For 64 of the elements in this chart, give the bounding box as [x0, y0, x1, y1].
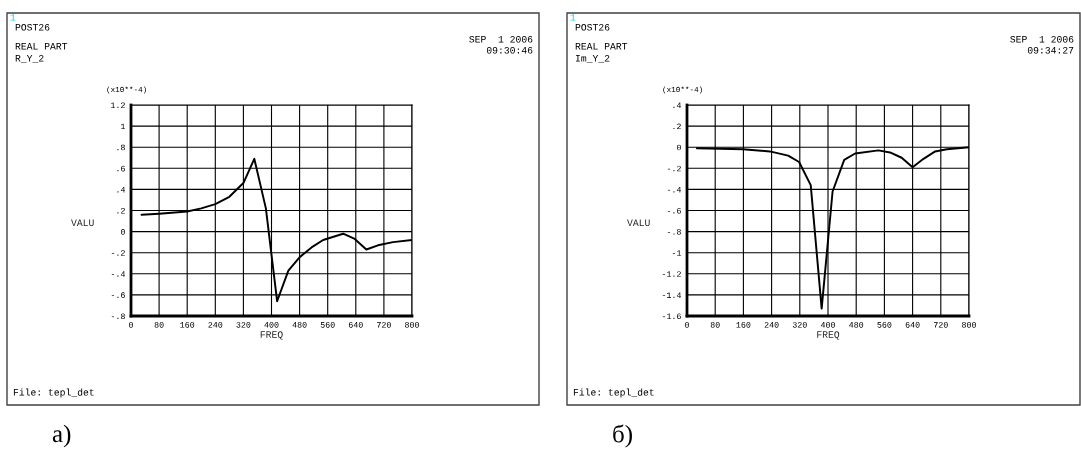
x-tick-label: 560: [877, 322, 892, 328]
text: REAL PART: [15, 43, 68, 50]
y-tick-label: 0: [120, 229, 125, 235]
x-tick-label: 240: [208, 322, 223, 328]
text: 1: [10, 14, 16, 21]
text: 09:34:27: [1027, 47, 1074, 54]
text: File: tepl_det: [13, 388, 94, 398]
x-tick-label: 480: [292, 322, 307, 328]
text: SEP 1 2006: [1010, 36, 1074, 43]
x-tick-label: 800: [405, 322, 419, 328]
x-tick-label: 320: [792, 322, 807, 328]
y-tick-label: 1.2: [111, 102, 125, 109]
x-tick-label: 80: [154, 322, 164, 328]
x-tick-label: 80: [710, 322, 720, 328]
y-tick-label: .2: [673, 123, 681, 130]
y-tick-label: -1.4: [662, 292, 682, 298]
y-axis-title: VALU: [71, 219, 94, 227]
x-tick-label: 0: [685, 322, 689, 328]
x-tick-label: 720: [377, 322, 391, 328]
y-tick-label: -.6: [111, 292, 125, 298]
x-tick-label: 160: [736, 322, 751, 328]
x-tick-label: 560: [320, 322, 335, 328]
x-tick-label: 240: [764, 322, 779, 328]
text: R_Y_2: [15, 55, 44, 63]
x-tick-label: 720: [933, 322, 948, 328]
y-tick-label: -1.6: [662, 313, 681, 320]
x-tick-label: 640: [905, 322, 920, 328]
x-tick-label: 480: [849, 322, 864, 328]
y-tick-label: .4: [117, 186, 126, 193]
y-tick-label: 1: [121, 123, 126, 130]
y-tick-label: -.8: [667, 229, 681, 235]
y-tick-label: -.8: [111, 313, 125, 320]
y-tick-label: -.2: [111, 250, 125, 256]
text: POST26: [575, 24, 610, 31]
y-tick-label: .4: [673, 102, 682, 109]
text: POST26: [15, 24, 50, 31]
y-tick-label: -.6: [667, 207, 681, 214]
x-tick-label: 400: [264, 322, 279, 328]
text: REAL PART: [575, 43, 628, 50]
y-tick-label: .6: [117, 165, 125, 172]
x-tick-label: 800: [962, 322, 976, 328]
y-tick-label: 0: [676, 144, 681, 151]
x-tick-label: 160: [180, 322, 195, 328]
text: а): [52, 424, 71, 448]
y-tick-label: -1: [672, 250, 682, 256]
text: б): [613, 424, 632, 448]
text: Im_Y_2: [575, 55, 610, 63]
x-tick-label: 0: [129, 322, 133, 328]
y-tick-label: -.2: [667, 165, 681, 172]
text: 1: [570, 14, 576, 21]
y-tick-label: -.4: [111, 271, 126, 277]
text: File: tepl_det: [573, 388, 654, 398]
y-tick-label: .8: [117, 144, 125, 151]
y-axis-title: VALU: [627, 219, 650, 227]
text: SEP 1 2006: [469, 36, 533, 43]
y-tick-label: .2: [117, 207, 125, 214]
y-tick-label: -.4: [667, 186, 682, 193]
x-axis-title: FREQ: [260, 331, 283, 340]
text: 09:30:46: [486, 47, 533, 54]
x-tick-label: 320: [236, 322, 251, 328]
x-tick-label: 400: [820, 322, 835, 328]
x-axis-title: FREQ: [817, 331, 840, 340]
y-tick-label: -1.2: [662, 271, 681, 277]
x-tick-label: 640: [348, 322, 363, 328]
